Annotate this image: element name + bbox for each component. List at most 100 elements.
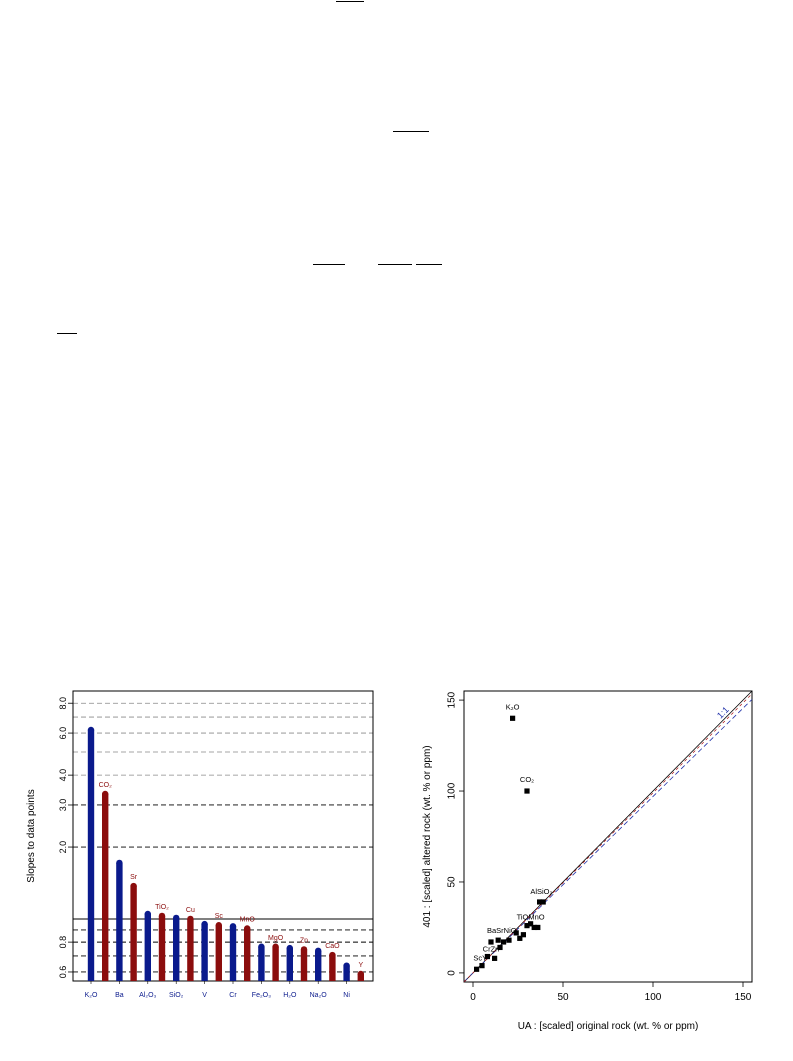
point-label: AlSiO₂: [530, 887, 552, 896]
x-tick-label: H₂O: [283, 992, 297, 999]
bar: [315, 950, 322, 981]
y-tick-label: 0.8: [58, 936, 68, 949]
plot-frame: [463, 690, 753, 983]
data-point: [535, 924, 541, 931]
y-tick-label: 150: [447, 691, 458, 708]
point-label: K₂O: [506, 702, 520, 711]
isocon-line: [463, 693, 753, 983]
bar: [300, 949, 308, 981]
y-axis-label: Slopes to data points: [26, 789, 37, 882]
data-point: [540, 899, 546, 905]
bar-cap: [87, 726, 95, 734]
y-tick-label: 0: [447, 970, 458, 976]
bar-cap: [116, 859, 123, 867]
isocon-scatter-chart: 1:1 0 50 100 150 0 50 100 150 UA : [scaled] origi…: [422, 690, 753, 1032]
bar-cap: [158, 912, 166, 920]
bar-cap: [187, 915, 194, 923]
data-point: [497, 944, 503, 951]
bar: [87, 730, 95, 981]
data-point: [488, 939, 494, 945]
reference-line-label: 1:1: [715, 705, 731, 721]
point-label: CrZn: [483, 945, 500, 954]
y-axis-label: 401 : [scaled] altered rock (wt. % or pp…: [422, 745, 433, 927]
bar-cap: [300, 946, 308, 953]
bar-top-label: Y: [358, 962, 363, 969]
bar: [258, 946, 265, 981]
point-label: BaSrNiO: [487, 926, 517, 935]
y-tick-label: 50: [447, 876, 458, 888]
data-point: [484, 953, 490, 960]
bar-cap: [329, 951, 336, 959]
figure: 0.6 0.8 2.0 3.0 4.0 6.0 8.0 Slopes to data poin…: [26, 690, 753, 1032]
bar-top-label: Sc: [215, 913, 224, 920]
bar-top-label: MnO: [240, 917, 256, 924]
bar-cap: [244, 925, 251, 932]
x-tick-label: K₂O: [85, 992, 98, 999]
point-label: TiOMnO: [517, 913, 545, 922]
bar: [272, 946, 279, 981]
bar-cap: [357, 970, 364, 978]
data-point: [501, 939, 507, 945]
plot-frame: [72, 690, 374, 982]
data-point: [517, 935, 523, 941]
bar-top-label: CaO: [325, 943, 340, 950]
y-tick-label: 0.6: [58, 966, 68, 979]
data-point: [479, 963, 485, 969]
data-point: [520, 932, 526, 938]
data-point: [495, 937, 501, 943]
y-tick-label: 6.0: [58, 727, 68, 740]
bar: [286, 948, 293, 981]
slopes-bar-chart: 0.6 0.8 2.0 3.0 4.0 6.0 8.0 Slopes to data poin…: [26, 690, 374, 999]
x-tick-label: 150: [735, 992, 752, 1003]
bar: [201, 924, 208, 981]
bar: [357, 973, 364, 981]
data-point: [528, 921, 534, 927]
bar: [102, 793, 109, 981]
data-point: [513, 930, 519, 936]
bar-cap: [130, 882, 137, 890]
equation-fraction-rule: [416, 264, 442, 265]
bar-cap: [315, 947, 322, 955]
data-point: [474, 966, 480, 972]
bar: [187, 918, 194, 981]
y-tick-label: 2.0: [58, 841, 68, 854]
bar-top-label: MgO: [268, 935, 284, 942]
equation-fraction-rule: [313, 264, 345, 265]
bar-top-label: Zn: [300, 937, 308, 944]
data-point: [492, 955, 498, 961]
bar-top-label: CO₂: [99, 782, 113, 789]
bar-top-label: Sr: [130, 874, 138, 881]
bar: [229, 926, 237, 981]
bar-cap: [229, 923, 237, 930]
bar: [130, 886, 137, 981]
x-tick-label: Na₂O: [310, 992, 328, 999]
x-tick-label: V: [202, 992, 207, 999]
bar-cap: [173, 914, 180, 922]
x-tick-label: 50: [557, 992, 569, 1003]
y-tick-label: 8.0: [58, 697, 68, 710]
x-tick-label: Al₂O₃: [139, 992, 156, 999]
data-point: [531, 924, 537, 931]
bar-cap: [258, 943, 265, 950]
bar-cap: [343, 962, 350, 969]
bar: [158, 915, 166, 981]
bar: [173, 917, 180, 981]
y-tick-label: 4.0: [58, 769, 68, 782]
equation-fraction-rule: [378, 264, 412, 265]
x-tick-label: Ba: [115, 992, 124, 999]
data-point: [524, 788, 530, 794]
x-tick-label: Fe₂O₃: [252, 992, 271, 999]
equation-fraction-rule: [57, 333, 77, 334]
point-label: ScY: [473, 954, 487, 963]
bar-cap: [144, 910, 151, 918]
bar-cap: [201, 920, 208, 928]
bar-cap: [215, 922, 222, 929]
y-tick-label: 100: [447, 782, 458, 799]
x-tick-label: SiO₂: [169, 992, 184, 999]
point-label: CO₂: [520, 775, 534, 784]
isocon-line: [463, 699, 753, 983]
bar-top-label: TiO₂: [155, 904, 169, 911]
bar-top-label: Cu: [186, 907, 195, 914]
bar-cap: [286, 944, 293, 952]
data-point: [510, 715, 516, 721]
